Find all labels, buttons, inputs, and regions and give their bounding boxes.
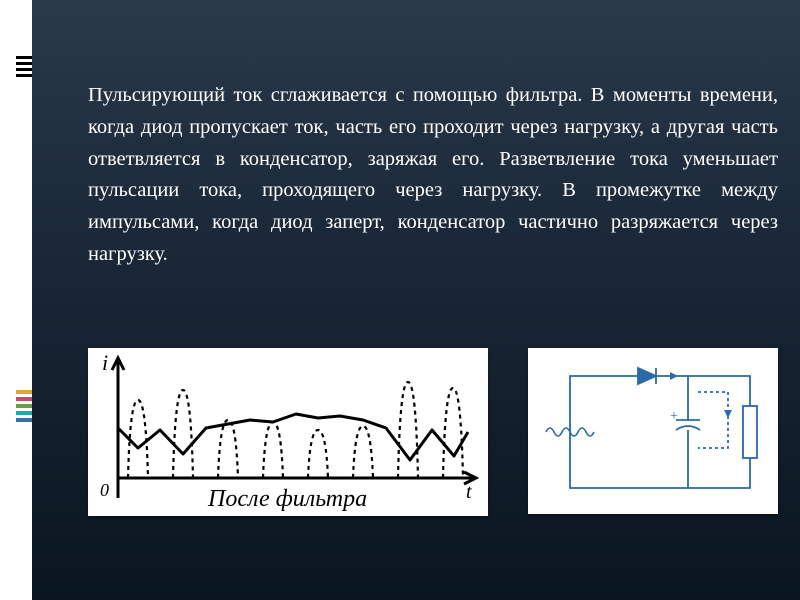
capacitor-polarity: + bbox=[670, 409, 678, 424]
figure-circuit: + bbox=[528, 348, 778, 514]
figure-waveform: i t 0 После фильтра bbox=[88, 348, 488, 516]
axis-label-i: i bbox=[102, 350, 108, 375]
figure-caption: После фильтра bbox=[207, 486, 367, 512]
axis-label-t: t bbox=[466, 481, 472, 503]
origin-label: 0 bbox=[100, 480, 109, 500]
figure-row: i t 0 После фильтра bbox=[88, 348, 778, 516]
body-paragraph: Пульсирующий ток сглаживается с помощью … bbox=[88, 80, 778, 271]
slide-body: Пульсирующий ток сглаживается с помощью … bbox=[32, 0, 800, 600]
left-margin-decor bbox=[0, 0, 32, 600]
